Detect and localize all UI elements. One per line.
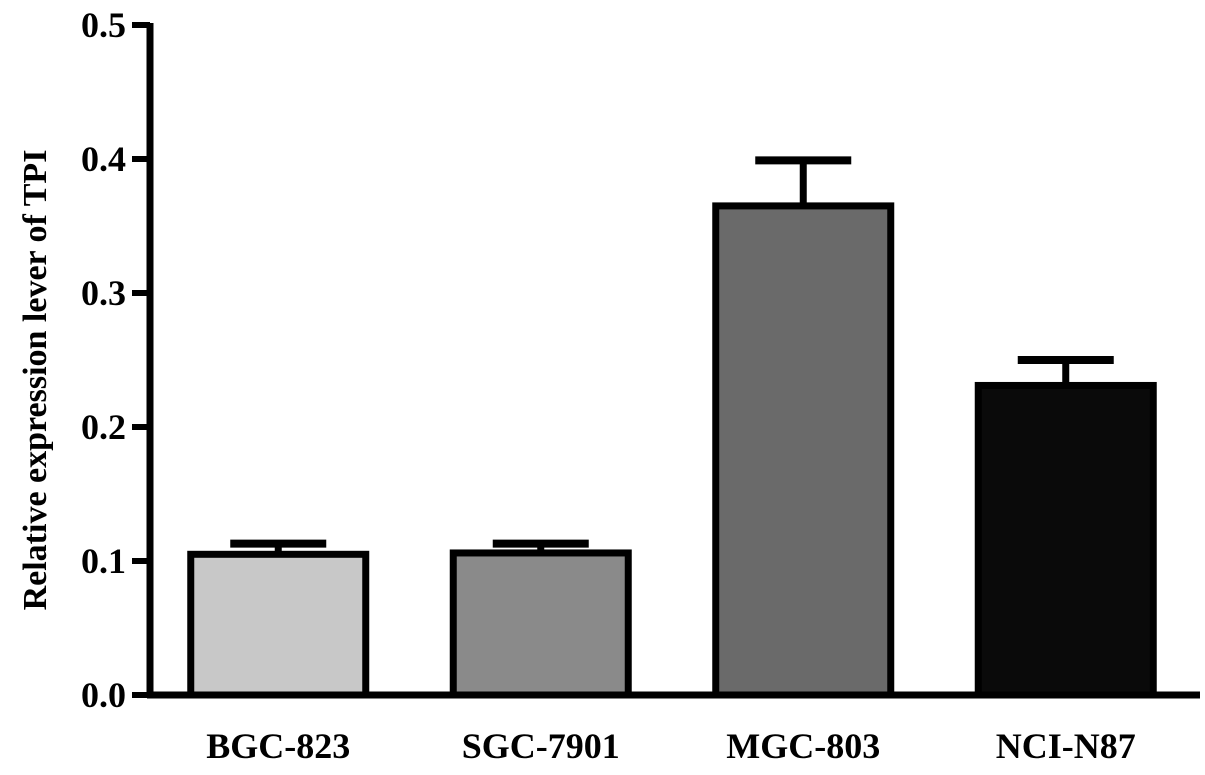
y-tick-label: 0.5 bbox=[81, 5, 126, 45]
x-category-label: SGC-7901 bbox=[462, 726, 620, 766]
x-category-labels: BGC-823 SGC-7901 MGC-803 NCI-N87 bbox=[206, 726, 1136, 766]
y-tick-label: 0.2 bbox=[81, 407, 126, 447]
y-axis bbox=[132, 22, 154, 698]
bars bbox=[187, 202, 1157, 699]
x-category-label: NCI-N87 bbox=[996, 726, 1136, 766]
y-tick-label: 0.0 bbox=[81, 675, 126, 715]
bar-bgc-823 bbox=[187, 550, 370, 699]
bar-nci-n87 bbox=[974, 381, 1157, 699]
y-tick-labels: 0.0 0.1 0.2 0.3 0.4 0.5 bbox=[81, 5, 126, 715]
error-bars bbox=[230, 156, 1114, 555]
y-axis-title: Relative expression lever of TPI bbox=[17, 150, 54, 611]
y-tick-label: 0.1 bbox=[81, 541, 126, 581]
bar-sgc-7901 bbox=[449, 549, 632, 699]
y-tick-label: 0.4 bbox=[81, 139, 126, 179]
y-tick-label: 0.3 bbox=[81, 273, 126, 313]
x-category-label: BGC-823 bbox=[206, 726, 350, 766]
x-category-label: MGC-803 bbox=[726, 726, 880, 766]
bar-mgc-803 bbox=[712, 202, 895, 699]
